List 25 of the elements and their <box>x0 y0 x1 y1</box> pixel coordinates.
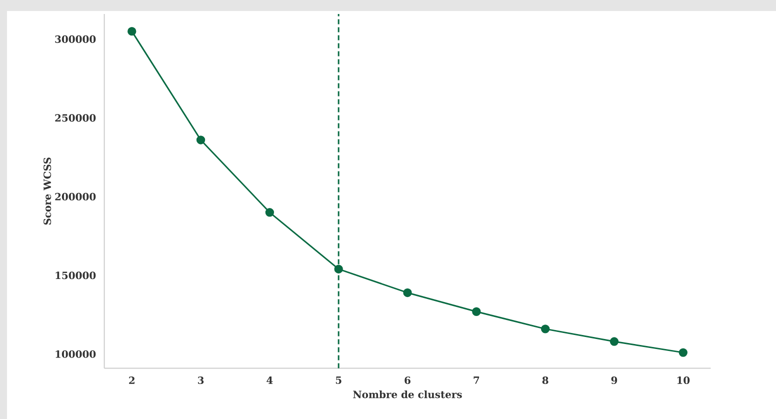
x-tick-label: 7 <box>474 376 480 384</box>
x-tick-label: 10 <box>677 376 690 384</box>
point <box>540 324 550 334</box>
x-tick-label: 3 <box>198 376 204 384</box>
point <box>265 208 274 217</box>
point <box>403 288 412 298</box>
y-tick-label: 250000 <box>55 114 96 122</box>
x-tick-label: 8 <box>542 376 548 384</box>
x-tick-label: 9 <box>611 376 618 384</box>
point <box>678 348 688 357</box>
point <box>472 307 481 316</box>
x-tick-label: 4 <box>266 376 273 384</box>
point <box>196 136 206 144</box>
y-axis-title: Score WCSS <box>44 158 52 225</box>
x-axis-title: Nombre de clusters <box>353 390 462 398</box>
y-tick-label: 150000 <box>56 272 96 280</box>
y-tick-label: 200000 <box>55 192 96 200</box>
point <box>128 26 136 36</box>
y-tick-label: 300000 <box>55 35 96 43</box>
point <box>334 264 343 274</box>
y-tick-label: 100000 <box>56 350 96 358</box>
x-tick-label: 5 <box>336 376 342 384</box>
x-tick-label: 2 <box>129 376 134 384</box>
point <box>610 337 619 346</box>
x-tick-label: 6 <box>404 376 410 384</box>
